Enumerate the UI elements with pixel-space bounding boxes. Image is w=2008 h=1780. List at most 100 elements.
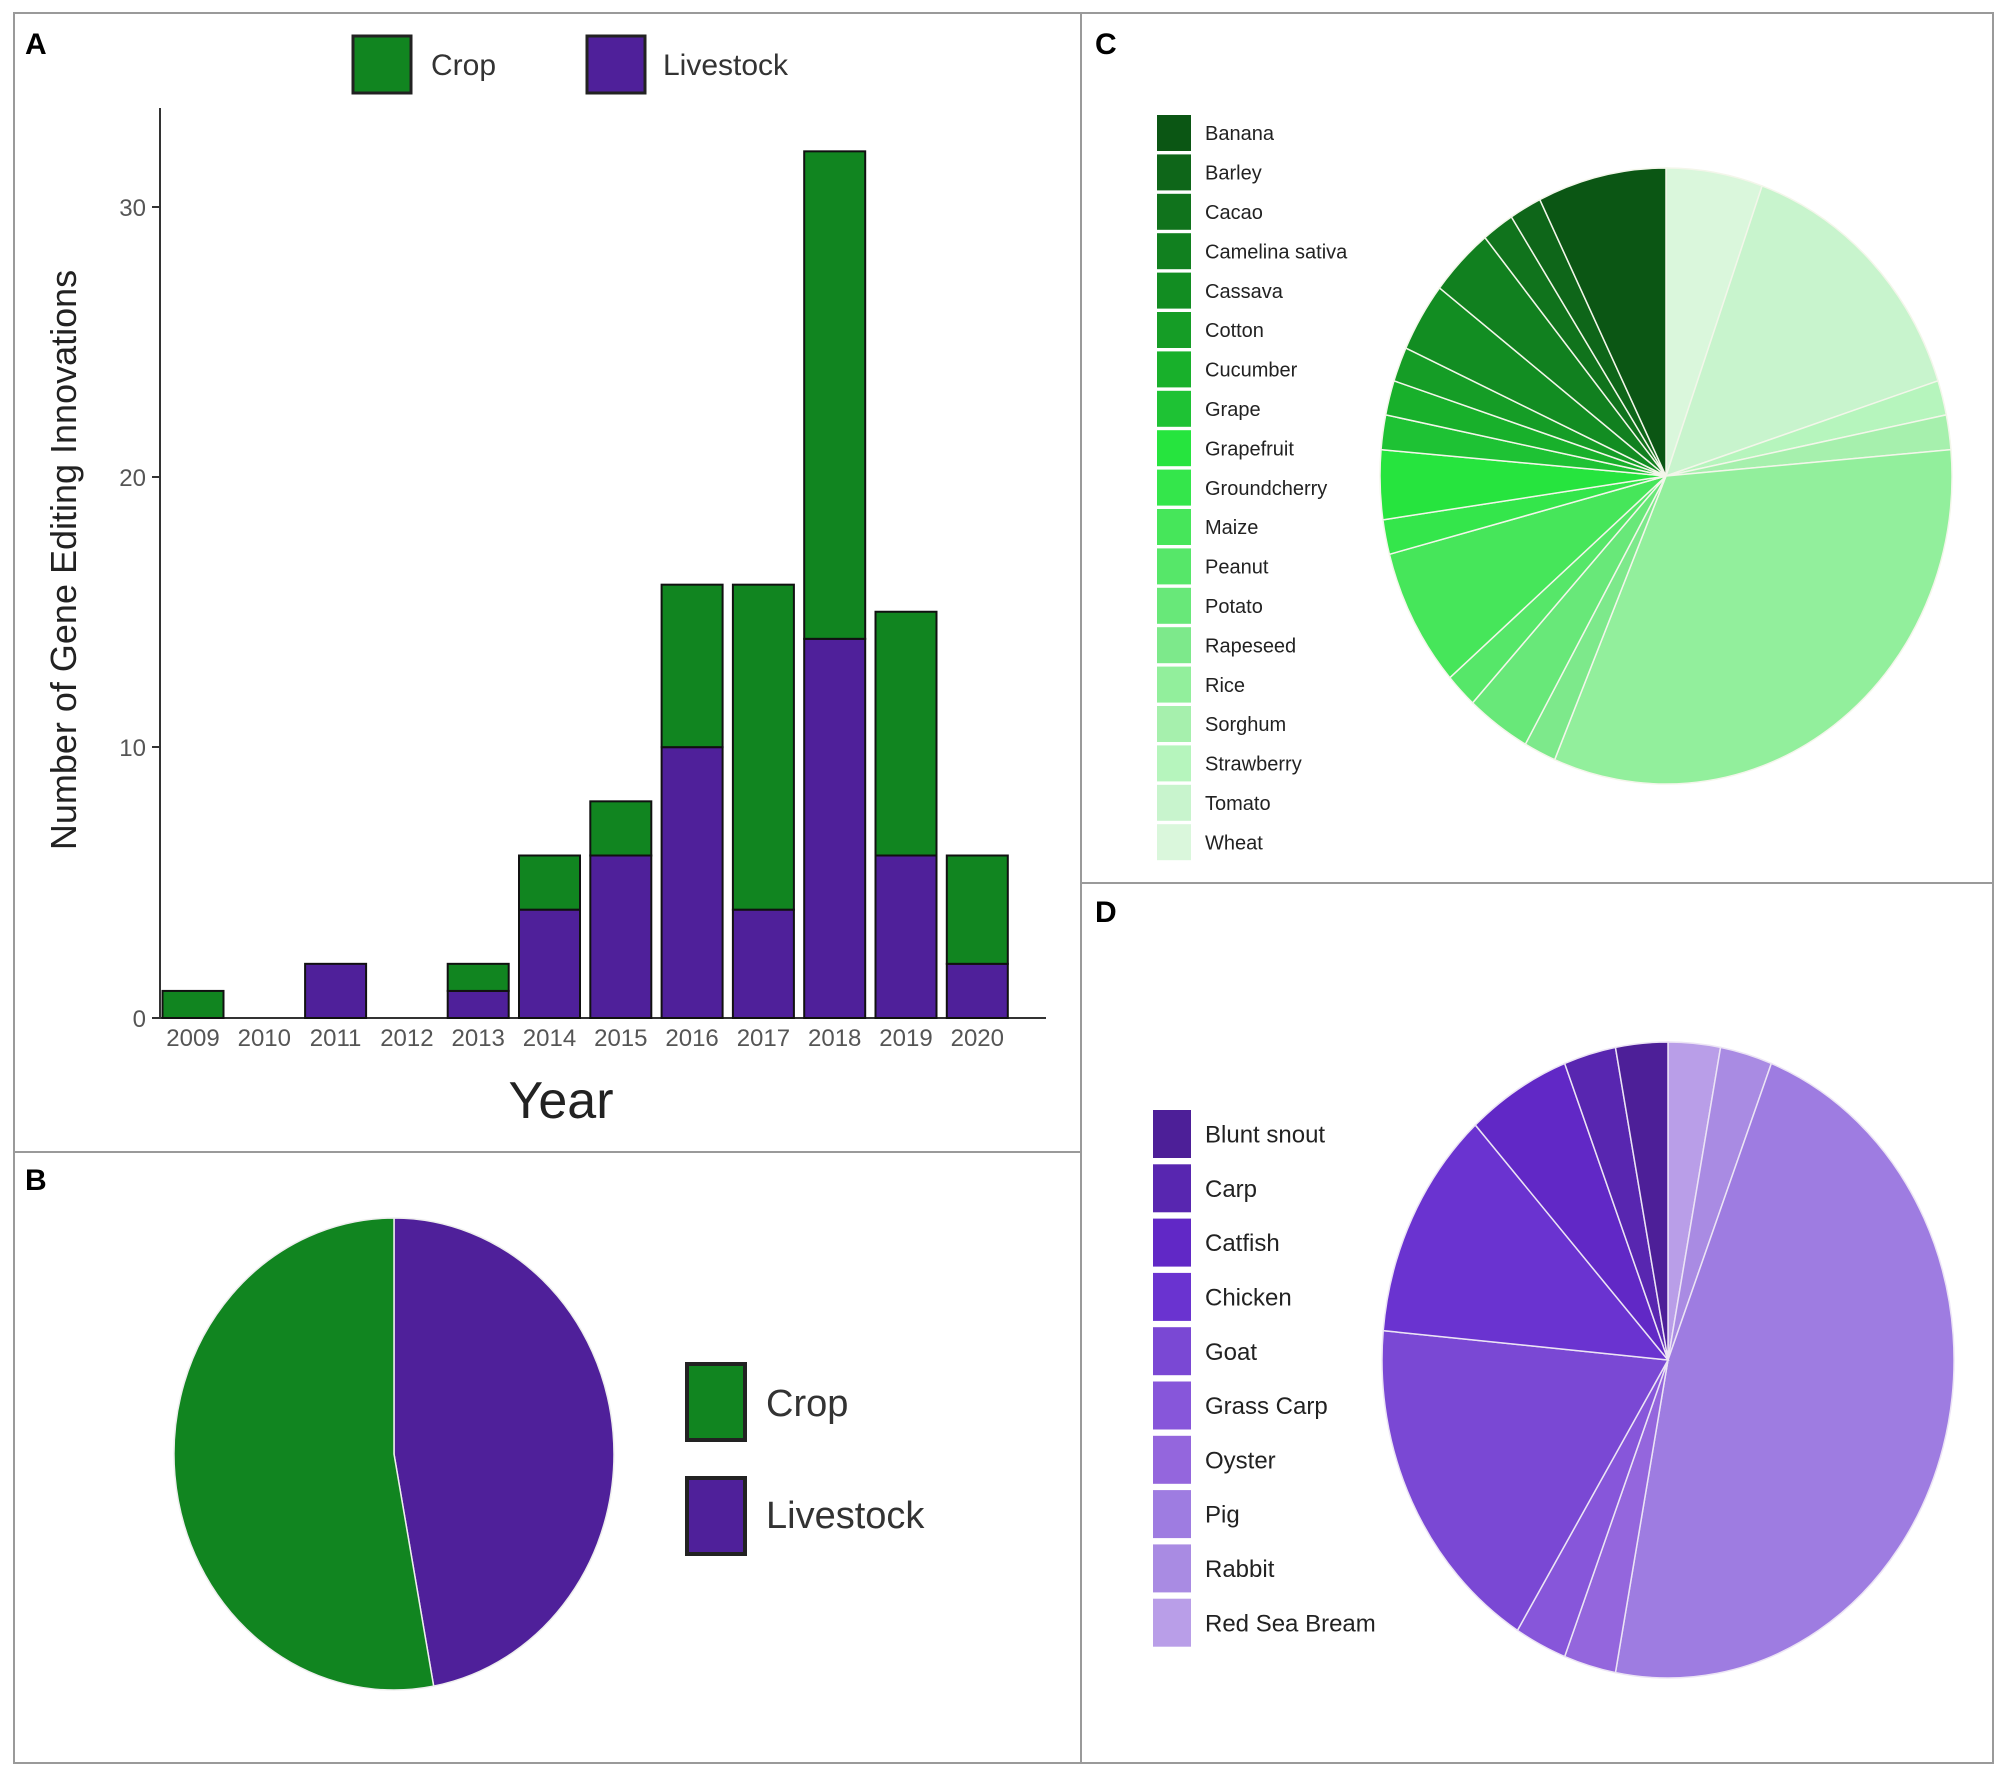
crop-legend-label: Wheat xyxy=(1205,832,1263,854)
livestock-legend-label: Pig xyxy=(1205,1502,1240,1529)
crop-legend-swatch xyxy=(1157,233,1191,270)
x-tick-label: 2011 xyxy=(310,1025,362,1052)
x-tick-label: 2013 xyxy=(452,1025,505,1052)
x-tick-label: 2014 xyxy=(523,1025,576,1052)
livestock-legend-swatch xyxy=(1153,1272,1191,1321)
crop-slice-maize xyxy=(1388,475,1667,679)
y-tick-label: 0 xyxy=(133,1006,146,1033)
crop-legend-label: Cotton xyxy=(1205,320,1264,342)
legend-swatch-livestock xyxy=(685,1476,747,1556)
crop-legend-swatch xyxy=(1157,272,1191,309)
bar-crop-2015 xyxy=(589,800,653,857)
crop-legend-label: Potato xyxy=(1205,596,1263,618)
y-tick-label: 10 xyxy=(119,735,146,762)
bar-livestock-2017 xyxy=(731,908,795,1020)
livestock-slice-chicken xyxy=(1382,1123,1670,1361)
crop-legend-swatch xyxy=(1157,706,1191,742)
crop-legend-swatch xyxy=(1157,587,1191,624)
crop-legend-label: Tomato xyxy=(1205,793,1271,815)
bar-crop-2013 xyxy=(446,962,510,992)
x-tick-label: 2020 xyxy=(951,1025,1004,1052)
pie-chart-livestock: Blunt snout Carp Catfish Chicken Goat Grass C… xyxy=(1153,1041,1955,1679)
livestock-legend-swatch xyxy=(1153,1327,1191,1376)
legend-swatch-crop xyxy=(351,34,413,95)
livestock-legend-swatch xyxy=(1153,1598,1191,1647)
legend-label-livestock: Livestock xyxy=(663,49,789,82)
crop-legend-label: Grapefruit xyxy=(1205,438,1294,460)
crop-legend-swatch xyxy=(1157,115,1191,151)
bar-chart: Crop Livestock 0 10 20 30 xyxy=(43,34,1046,1130)
crop-legend-label: Barley xyxy=(1205,163,1262,185)
crop-legend-label: Rapeseed xyxy=(1205,635,1296,657)
bar-crop-2016 xyxy=(660,583,724,749)
crop-legend-label: Cassava xyxy=(1205,281,1284,303)
livestock-legend-swatch xyxy=(1153,1490,1191,1539)
crop-legend-label: Grape xyxy=(1205,399,1261,421)
livestock-legend-swatch xyxy=(1153,1544,1191,1593)
livestock-legend-label: Chicken xyxy=(1205,1285,1292,1312)
crop-legend-label: Sorghum xyxy=(1205,714,1286,736)
crop-legend-swatch xyxy=(1157,784,1191,821)
pie-slice-crop xyxy=(173,1217,435,1691)
crop-legend-swatch xyxy=(1157,745,1191,782)
crop-slice-tomato xyxy=(1664,184,1939,478)
bar-crop-2009 xyxy=(161,989,225,1020)
crop-legend-label: Banana xyxy=(1205,123,1275,145)
bar-livestock-2016 xyxy=(660,746,724,1020)
y-tick-label: 20 xyxy=(119,465,146,492)
x-tick-label: 2017 xyxy=(737,1025,790,1052)
crop-legend-swatch xyxy=(1157,469,1191,506)
y-tick-label: 30 xyxy=(119,195,146,222)
bar-livestock-2019 xyxy=(874,854,938,1019)
crop-legend-swatch xyxy=(1157,430,1191,467)
legend-swatch-crop xyxy=(685,1362,747,1442)
figure-border xyxy=(13,12,1994,1764)
legend-crops: Banana Barley Cacao Camelina sativa Cassava C… xyxy=(1157,115,1348,861)
crop-legend-swatch xyxy=(1157,390,1191,427)
pie-chart-crop-livestock: Crop Livestock xyxy=(173,1217,925,1691)
livestock-legend-swatch xyxy=(1153,1110,1191,1158)
crop-legend-swatch xyxy=(1157,312,1191,348)
livestock-legend-label: Rabbit xyxy=(1205,1556,1275,1583)
livestock-legend-swatch xyxy=(1153,1164,1191,1213)
crop-legend-swatch xyxy=(1157,824,1191,861)
livestock-legend-label: Blunt snout xyxy=(1205,1122,1325,1149)
crop-legend-swatch xyxy=(1157,666,1191,703)
crop-legend-swatch xyxy=(1157,154,1191,191)
bar-livestock-2020 xyxy=(945,962,1009,1019)
livestock-slice-pig xyxy=(1614,1062,1955,1679)
panel-label-c: C xyxy=(1095,28,1117,61)
bar-livestock-2011 xyxy=(304,962,368,1019)
x-tick-label: 2019 xyxy=(879,1025,932,1052)
crop-legend-label: Peanut xyxy=(1205,557,1269,579)
crop-legend-label: Groundcherry xyxy=(1205,478,1327,500)
legend-livestock: Blunt snout Carp Catfish Chicken Goat Grass C… xyxy=(1153,1110,1376,1647)
x-tick-label: 2016 xyxy=(665,1025,718,1052)
crop-legend-swatch xyxy=(1157,509,1191,545)
pie-slices-livestock xyxy=(1381,1041,1955,1679)
pie-slice-livestock xyxy=(393,1217,615,1688)
livestock-legend-label: Grass Carp xyxy=(1205,1393,1328,1420)
livestock-legend-swatch xyxy=(1153,1381,1191,1430)
panel-label-b: B xyxy=(25,1164,47,1197)
crop-legend-label: Camelina sativa xyxy=(1205,241,1348,263)
x-tick-label: 2009 xyxy=(166,1025,219,1052)
x-tick-label: 2018 xyxy=(808,1025,861,1052)
bar-livestock-2013 xyxy=(446,989,510,1020)
bar-crop-2019 xyxy=(874,610,938,857)
pie-slices-crops xyxy=(1379,167,1953,785)
panel-label-d: D xyxy=(1095,896,1117,929)
crop-legend-label: Cucumber xyxy=(1205,360,1298,382)
livestock-legend-label: Red Sea Bream xyxy=(1205,1610,1376,1637)
legend-label-crop: Crop xyxy=(431,49,496,82)
livestock-legend-label: Catfish xyxy=(1205,1230,1280,1257)
crop-legend-label: Cacao xyxy=(1205,202,1263,224)
legend-label-livestock: Livestock xyxy=(766,1495,925,1537)
livestock-legend-label: Carp xyxy=(1205,1176,1257,1203)
crop-legend-swatch xyxy=(1157,548,1191,585)
bar-livestock-2015 xyxy=(589,854,653,1019)
x-tick-label: 2015 xyxy=(594,1025,647,1052)
x-tick-label: 2010 xyxy=(238,1025,291,1052)
crop-legend-label: Rice xyxy=(1205,675,1245,697)
